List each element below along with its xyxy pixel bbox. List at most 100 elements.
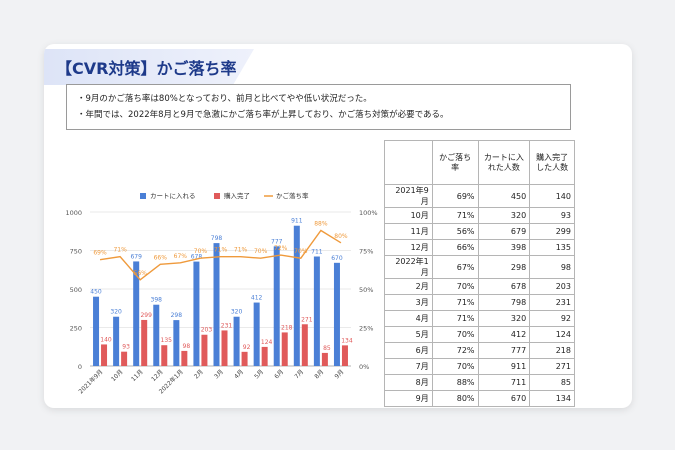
value-cell: 67% bbox=[431, 255, 479, 279]
value-cell: 271 bbox=[529, 358, 575, 375]
chart-svg: 0 250 500 750 1000 0% 25% 50% 75% 100% カートに入れる 購入完了… bbox=[65, 191, 378, 395]
bar-cart bbox=[173, 320, 180, 366]
value-cell: 450 bbox=[477, 184, 531, 208]
bar-cart-label: 777 bbox=[271, 238, 283, 245]
bar-purchase bbox=[241, 351, 248, 366]
table-row: 10月 71% 320 93 bbox=[384, 207, 575, 224]
table-row: 8月 88% 711 85 bbox=[384, 374, 575, 391]
month-cell: 11月 bbox=[384, 223, 433, 240]
value-cell: 134 bbox=[529, 390, 575, 407]
table-row: 5月 70% 412 124 bbox=[384, 326, 575, 343]
month-cell: 7月 bbox=[384, 358, 433, 375]
x-tick-label: 3月 bbox=[213, 368, 225, 380]
rate-label: 69% bbox=[93, 250, 107, 257]
bar-purchase-label: 93 bbox=[122, 344, 130, 351]
y2-tick-label: 75% bbox=[359, 248, 373, 256]
legend-swatch bbox=[140, 193, 146, 199]
value-cell: 71% bbox=[431, 207, 479, 224]
bar-cart bbox=[93, 296, 100, 366]
value-cell: 299 bbox=[529, 223, 575, 240]
bar-purchase bbox=[141, 319, 148, 366]
value-cell: 70% bbox=[431, 358, 479, 375]
table-row: 6月 72% 777 218 bbox=[384, 342, 575, 359]
y-tick-label: 250 bbox=[70, 325, 82, 333]
data-table: かご落ち率 カートに入れた人数 購入完了した人数 2021年9月 69% 450 14… bbox=[384, 140, 575, 407]
bar-cart bbox=[133, 261, 140, 366]
table-header-row: かご落ち率 カートに入れた人数 購入完了した人数 bbox=[384, 140, 575, 185]
legend-label: カートに入れる bbox=[150, 192, 196, 200]
table-row: 9月 80% 670 134 bbox=[384, 390, 575, 407]
value-cell: 85 bbox=[529, 374, 575, 391]
bar-purchase bbox=[341, 345, 348, 366]
bar-cart bbox=[153, 304, 160, 366]
value-cell: 140 bbox=[529, 184, 575, 208]
bar-purchase-label: 299 bbox=[140, 312, 152, 319]
rate-label: 66% bbox=[154, 254, 168, 261]
month-cell: 5月 bbox=[384, 326, 433, 343]
month-cell: 2022年1月 bbox=[384, 255, 433, 279]
value-cell: 678 bbox=[477, 278, 531, 295]
bar-cart bbox=[233, 316, 240, 366]
bar-cart-label: 911 bbox=[291, 218, 303, 225]
bar-cart-label: 450 bbox=[90, 289, 102, 296]
bar-cart bbox=[193, 261, 200, 366]
value-cell: 231 bbox=[529, 294, 575, 311]
legend-label: 購入完了 bbox=[224, 191, 250, 200]
bar-cart bbox=[253, 302, 260, 366]
bar-purchase bbox=[301, 324, 308, 366]
title-banner bbox=[44, 49, 254, 85]
bar-cart bbox=[313, 256, 320, 366]
page-title: 【CVR対策】かご落ち率 bbox=[56, 59, 237, 78]
value-cell: 70% bbox=[431, 326, 479, 343]
bar-cart-label: 711 bbox=[311, 249, 323, 256]
bar-cart-label: 398 bbox=[151, 297, 163, 304]
table-header-cell bbox=[384, 140, 433, 185]
value-cell: 298 bbox=[477, 255, 531, 279]
y2-tick-label: 100% bbox=[359, 209, 378, 217]
bar-purchase bbox=[161, 345, 168, 366]
rate-label: 70% bbox=[194, 248, 208, 255]
table-row: 11月 56% 679 299 bbox=[384, 223, 575, 240]
value-cell: 66% bbox=[431, 239, 479, 256]
rate-label: 72% bbox=[274, 245, 288, 252]
bar-cart-label: 298 bbox=[171, 312, 183, 319]
value-cell: 670 bbox=[477, 390, 531, 407]
bar-purchase bbox=[101, 344, 108, 366]
value-cell: 72% bbox=[431, 342, 479, 359]
bar-purchase-label: 231 bbox=[221, 322, 233, 329]
bar-purchase-label: 98 bbox=[183, 343, 191, 350]
rate-label: 70% bbox=[254, 248, 268, 255]
table-row: 2月 70% 678 203 bbox=[384, 278, 575, 295]
x-tick-label: 6月 bbox=[273, 368, 285, 380]
rate-label: 88% bbox=[314, 220, 328, 227]
x-tick-label: 8月 bbox=[313, 368, 325, 380]
bar-purchase bbox=[181, 350, 188, 366]
rate-label: 70% bbox=[294, 248, 308, 255]
bar-purchase bbox=[281, 332, 288, 366]
x-tick-label: 11月 bbox=[130, 368, 145, 383]
value-cell: 398 bbox=[477, 239, 531, 256]
bar-purchase-label: 85 bbox=[323, 345, 331, 352]
value-cell: 412 bbox=[477, 326, 531, 343]
rate-label: 80% bbox=[334, 233, 348, 240]
x-tick-label: 9月 bbox=[333, 368, 345, 380]
bar-purchase-label: 271 bbox=[301, 316, 313, 323]
month-cell: 8月 bbox=[384, 374, 433, 391]
bar-purchase-label: 203 bbox=[201, 327, 213, 334]
y-tick-label: 1000 bbox=[65, 209, 82, 217]
table-row: 4月 71% 320 92 bbox=[384, 310, 575, 327]
bar-cart bbox=[113, 316, 120, 366]
bar-cart bbox=[333, 262, 340, 366]
summary-box: ・9月のかご落ち率は80%となっており、前月と比べてやや低い状況だった。 ・年間… bbox=[66, 84, 571, 130]
table-row: 7月 70% 911 271 bbox=[384, 358, 575, 375]
bar-purchase bbox=[261, 346, 268, 366]
bar-cart-label: 412 bbox=[251, 295, 263, 302]
bar-cart-label: 678 bbox=[191, 254, 203, 261]
summary-line: ・9月のかご落ち率は80%となっており、前月と比べてやや低い状況だった。 bbox=[77, 94, 372, 104]
x-tick-label: 2月 bbox=[193, 368, 205, 380]
month-cell: 6月 bbox=[384, 342, 433, 359]
bar-cart bbox=[213, 243, 220, 366]
rate-label: 56% bbox=[134, 270, 148, 277]
table-header-cell: かご落ち率 bbox=[431, 140, 479, 185]
table-row: 2022年1月 67% 298 98 bbox=[384, 255, 575, 279]
